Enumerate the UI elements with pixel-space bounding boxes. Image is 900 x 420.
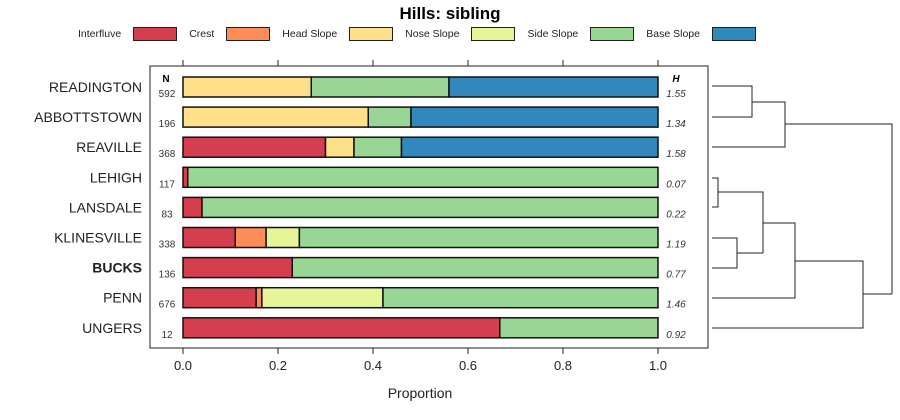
legend-label: Interfluve [78, 28, 122, 40]
h-label: 1.46 [666, 300, 686, 311]
x-tick-label: 0.8 [554, 358, 572, 373]
x-tick-label: 1.0 [649, 358, 667, 373]
legend-item: Base Slope [646, 27, 756, 41]
bar-segment [410, 106, 659, 128]
bar-segment [182, 226, 236, 249]
legend-swatch [349, 27, 394, 41]
category-label: READINGTON [49, 79, 142, 95]
legend-item: Head Slope [282, 27, 394, 41]
legend-swatch [133, 27, 178, 41]
legend-item: Crest [189, 27, 271, 41]
bar-segment [255, 286, 263, 309]
legend-item: Nose Slope [405, 27, 516, 41]
legend-item: Side Slope [527, 27, 635, 41]
h-label: 1.19 [666, 240, 686, 251]
bar-segment [261, 286, 384, 309]
legend-label: Head Slope [282, 28, 338, 40]
legend-swatch [471, 27, 516, 41]
h-label: 0.92 [666, 330, 686, 341]
bar-segment [182, 286, 257, 309]
n-label: 83 [161, 209, 173, 220]
bar-segment [353, 136, 403, 158]
bar-segment [310, 76, 450, 98]
legend: Interfluve Crest Head Slope Nose Slope Side … [78, 27, 768, 41]
bar-segment [499, 317, 659, 339]
n-label: 338 [159, 240, 176, 251]
bar-segment [324, 136, 355, 158]
h-header: H [672, 74, 680, 85]
bar-segment [182, 256, 293, 279]
h-label: 0.22 [666, 209, 686, 220]
x-tick-label: 0.2 [269, 358, 287, 373]
bar-segment [182, 106, 369, 128]
n-label: 12 [161, 330, 173, 341]
bar-segment [201, 196, 659, 219]
legend-item: Interfluve [78, 27, 178, 41]
category-label: KLINESVILLE [54, 230, 142, 246]
category-label: ABBOTTSTOWN [34, 109, 142, 125]
n-label: 196 [159, 119, 176, 130]
dendrogram [712, 85, 893, 329]
category-label: LEHIGH [90, 169, 142, 185]
category-label: PENN [103, 290, 142, 306]
legend-label: Side Slope [527, 28, 579, 40]
n-label: 676 [159, 300, 176, 311]
legend-label: Nose Slope [405, 28, 460, 40]
bar-segment [182, 317, 501, 339]
n-label: 368 [159, 149, 176, 160]
x-axis-label: Proportion [388, 385, 453, 401]
h-label: 1.58 [666, 149, 686, 160]
legend-label: Base Slope [646, 28, 700, 40]
h-label: 0.07 [666, 179, 686, 190]
bar-segment [234, 226, 267, 249]
category-label: REAVILLE [76, 139, 142, 155]
dendrogram-branch [712, 85, 893, 329]
bar-segment [291, 256, 659, 279]
category-label: UNGERS [82, 320, 142, 336]
bar-segment [382, 286, 659, 309]
n-header: N [162, 74, 169, 85]
legend-swatch [590, 27, 635, 41]
x-tick-label: 0.0 [174, 358, 192, 373]
bar-segment [182, 76, 312, 98]
category-label: LANSDALE [69, 199, 142, 215]
x-tick-label: 0.6 [459, 358, 477, 373]
n-label: 117 [159, 179, 175, 190]
x-tick-label: 0.4 [364, 358, 382, 373]
bar-segment [448, 76, 659, 98]
bar-segment [187, 166, 659, 189]
legend-swatch [711, 27, 756, 41]
n-label: 592 [159, 89, 176, 100]
bar-segment [182, 136, 327, 158]
bar-segment [298, 226, 659, 249]
category-label: BUCKS [92, 260, 142, 276]
n-label: 136 [159, 270, 176, 281]
legend-swatch [226, 27, 271, 41]
plot-frame [149, 65, 709, 349]
h-label: 0.77 [666, 270, 686, 281]
bar-segment [400, 136, 659, 158]
bar-segment [182, 196, 203, 219]
bar-segment [367, 106, 412, 128]
chart-title: Hills: sibling [399, 4, 501, 23]
h-label: 1.55 [666, 89, 686, 100]
h-label: 1.34 [666, 119, 686, 130]
legend-label: Crest [189, 28, 215, 40]
bar-segment [265, 226, 301, 249]
